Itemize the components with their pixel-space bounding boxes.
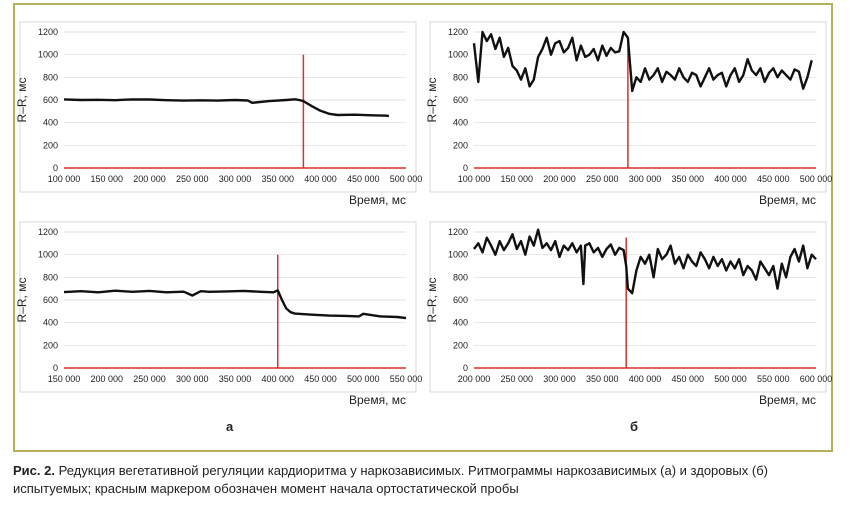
y-tick-label: 1000 [38,250,58,260]
y-tick-label: 600 [43,295,58,305]
y-tick-label: 1000 [448,50,468,60]
x-tick-label: 450 000 [347,174,380,184]
x-tick-label: 300 000 [629,174,662,184]
plot-frame [19,221,417,393]
caption-text: Редукция вегетативной регуляции кардиори… [13,463,768,496]
x-axis-label: Время, мс [349,393,406,407]
x-tick-label: 300 000 [543,374,576,384]
x-tick-label: 350 000 [261,174,294,184]
x-tick-label: 450 000 [304,374,337,384]
x-tick-label: 500 000 [390,174,423,184]
x-tick-label: 450 000 [757,174,790,184]
rr-series-line [63,98,389,118]
x-tick-label: 100 000 [458,174,491,184]
x-tick-label: 100 000 [48,174,81,184]
x-tick-label: 400 000 [261,374,294,384]
x-tick-label: 400 000 [629,374,662,384]
x-tick-label: 250 000 [176,174,209,184]
y-tick-label: 200 [43,340,58,350]
y-tick-label: 200 [453,340,468,350]
x-tick-label: 550 000 [757,374,790,384]
chart-b-top: 0 200 400 600 800 1000 1200 100 000 150 000 200 0… [425,21,833,207]
panel-label-b: б [630,419,639,434]
rr-series-line [473,228,817,295]
y-tick-label: 600 [43,95,58,105]
figure-caption: Рис. 2. Редукция вегетативной регуляции … [13,462,833,498]
x-tick-label: 200 000 [458,374,491,384]
y-tick-label: 400 [453,118,468,128]
y-tick-label: 800 [453,272,468,282]
y-axis-label: R–R, мс [15,278,29,323]
caption-label: Рис. 2. [13,463,55,478]
y-tick-label: 200 [453,140,468,150]
y-axis-label: R–R, мс [15,78,29,123]
y-tick-label: 400 [453,318,468,328]
plot-frame [429,221,827,393]
x-tick-label: 150 000 [48,374,81,384]
chart-b-bottom: 0 200 400 600 800 1000 1200 200 000 250 000 300 0… [425,221,833,407]
x-tick-label: 400 000 [304,174,337,184]
x-tick-label: 500 000 [347,374,380,384]
y-tick-label: 1200 [38,27,58,37]
y-tick-label: 800 [43,272,58,282]
y-tick-label: 0 [53,363,58,373]
y-tick-label: 600 [453,95,468,105]
x-tick-label: 400 000 [714,174,747,184]
x-tick-label: 350 000 [219,374,252,384]
x-tick-label: 350 000 [586,374,619,384]
y-tick-label: 800 [453,72,468,82]
x-tick-label: 250 000 [586,174,619,184]
y-tick-label: 1000 [448,250,468,260]
chart-a-top: 0 200 400 600 800 1000 1200 100 000 150 000 200 0… [15,21,423,207]
x-tick-label: 600 000 [800,374,833,384]
x-tick-label: 300 000 [176,374,209,384]
x-tick-label: 200 000 [543,174,576,184]
x-tick-label: 350 000 [671,174,704,184]
x-axis-label: Время, мс [759,393,816,407]
chart-a-bottom: 0 200 400 600 800 1000 1200 150 000 200 000 250 0… [15,221,423,407]
y-axis-label: R–R, мс [425,278,439,323]
panel-label-a: а [226,419,234,434]
y-tick-label: 400 [43,318,58,328]
x-tick-label: 500 000 [800,174,833,184]
plot-frame [19,21,417,193]
y-tick-label: 600 [453,295,468,305]
y-tick-label: 1200 [448,27,468,37]
y-axis-label: R–R, мс [425,78,439,123]
x-axis-label: Время, мс [759,193,816,207]
x-tick-label: 550 000 [390,374,423,384]
y-tick-label: 0 [463,363,468,373]
x-tick-label: 200 000 [90,374,123,384]
y-tick-label: 1200 [38,227,58,237]
y-tick-label: 1200 [448,227,468,237]
y-tick-label: 200 [43,140,58,150]
x-tick-label: 150 000 [90,174,123,184]
rr-series-line [472,30,813,93]
rr-series-line [63,289,407,320]
x-tick-label: 150 000 [500,174,533,184]
x-tick-label: 500 000 [714,374,747,384]
x-axis-label: Время, мс [349,193,406,207]
figure-frame [13,3,833,452]
y-tick-label: 0 [53,163,58,173]
y-tick-label: 1000 [38,50,58,60]
plot-frame [429,21,827,193]
y-tick-label: 800 [43,72,58,82]
y-tick-label: 0 [463,163,468,173]
x-tick-label: 250 000 [500,374,533,384]
x-tick-label: 250 000 [133,374,166,384]
x-tick-label: 450 000 [671,374,704,384]
x-tick-label: 300 000 [219,174,252,184]
y-tick-label: 400 [43,118,58,128]
x-tick-label: 200 000 [133,174,166,184]
